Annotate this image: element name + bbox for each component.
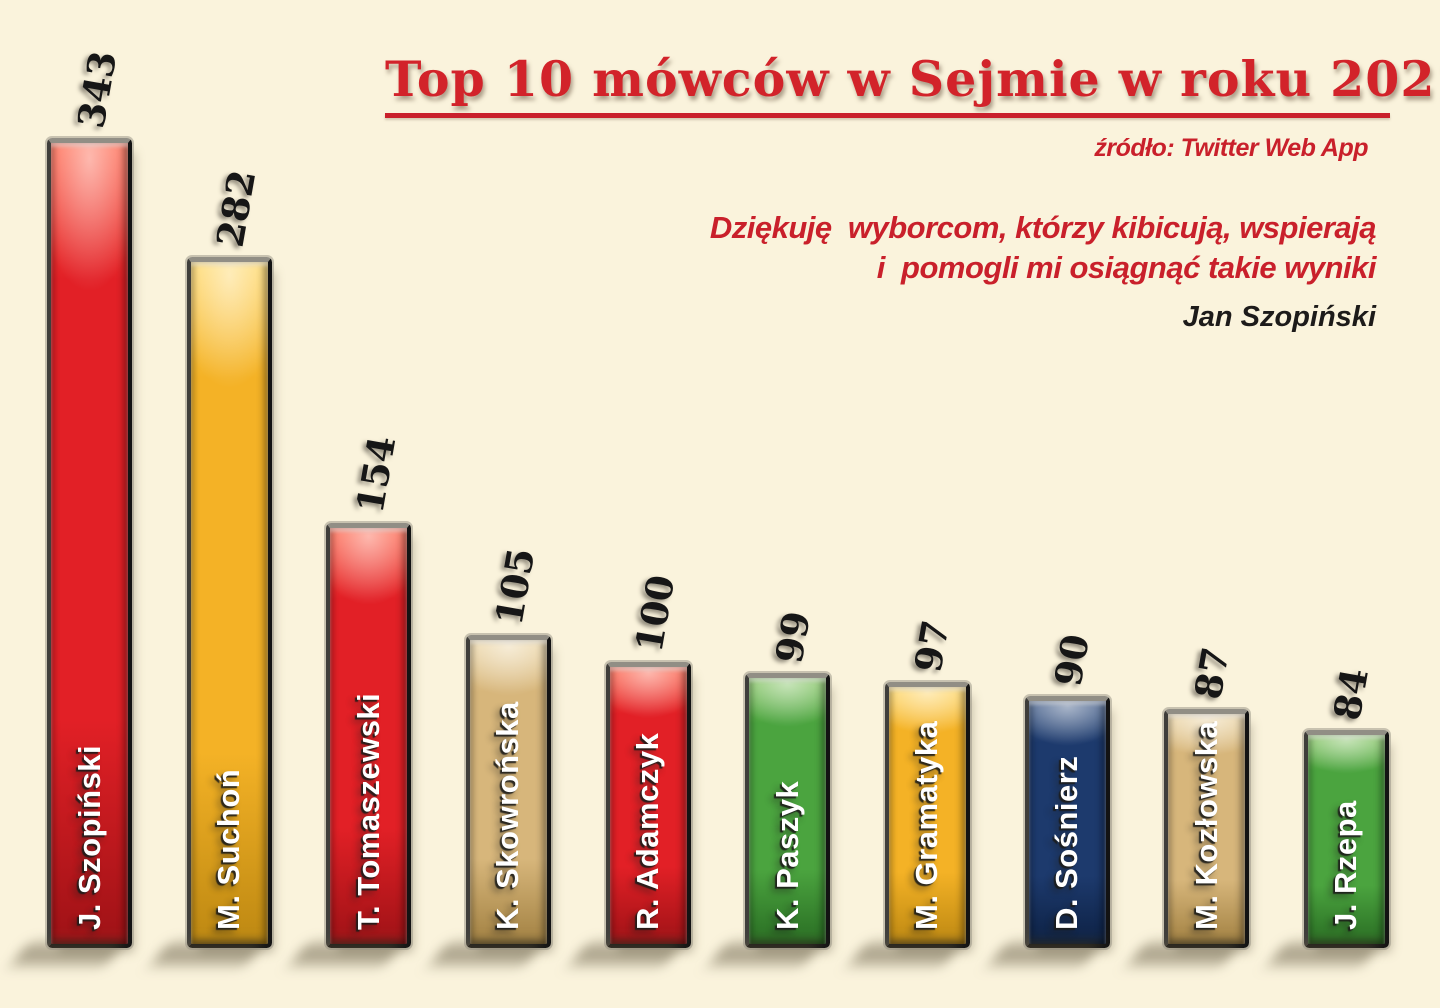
page-title: Top 10 mówców w Sejmie w roku 2021 — [385, 50, 1440, 108]
bar-category-label: K. Skowrońska — [490, 701, 526, 930]
quote-line-1: Dziękuję wyborcom, którzy kibicują, wspi… — [709, 210, 1377, 245]
bar-m-gramatyka: 97 M. Gramatyka — [882, 617, 972, 950]
title-underline — [385, 113, 1390, 118]
bar-value: 97 — [906, 616, 959, 676]
bar-chart: 343 J. Szopiński 282 M. Suchoń 154 T. Tomasze… — [45, 48, 1391, 950]
quote-line-2: i pomogli mi osiągnąć takie wyniki — [876, 250, 1377, 285]
bar-value: 343 — [68, 47, 125, 132]
bar-r-adamczyk: 100 R. Adamczyk — [603, 572, 693, 950]
bar-value: 99 — [766, 607, 819, 667]
bar-category-label: J. Rzepa — [1328, 800, 1364, 930]
bar-category-label: R. Adamczyk — [630, 732, 666, 930]
bar-t-tomaszewski: 154 T. Tomaszewski — [324, 433, 414, 950]
bar-value: 105 — [487, 544, 544, 629]
bar-k-skowronska: 105 K. Skowrońska — [463, 545, 553, 950]
bar-value: 84 — [1325, 664, 1378, 724]
bar-value: 154 — [347, 432, 405, 517]
source-note: źródło: Twitter Web App — [1094, 134, 1368, 162]
bar-category-label: D. Sośnierz — [1049, 755, 1085, 930]
bar-category-label: K. Paszyk — [769, 780, 805, 930]
bar-value: 87 — [1185, 643, 1238, 703]
bar-m-kozlowska: 87 M. Kozłowska — [1162, 644, 1252, 950]
bar-category-label: T. Tomaszewski — [350, 692, 386, 930]
bar-k-paszyk: 99 K. Paszyk — [743, 608, 833, 950]
bar-value: 282 — [207, 166, 265, 251]
bar-category-label: M. Kozłowska — [1188, 720, 1224, 930]
quote-author: Jan Szopiński — [1182, 301, 1376, 333]
bar-category-label: J. Szopiński — [71, 744, 107, 930]
bar-j-rzepa: 84 J. Rzepa — [1301, 665, 1391, 950]
bar-j-szopinski: 343 J. Szopiński — [45, 48, 134, 950]
bar-value: 100 — [626, 571, 684, 656]
bar-category-label: M. Suchoń — [211, 768, 247, 930]
bar-d-sosnierz: 90 D. Sośnierz — [1022, 631, 1112, 950]
bar-category-label: M. Gramatyka — [909, 720, 945, 930]
quote-block: Dziękuję wyborcom, którzy kibicują, wspi… — [709, 208, 1377, 334]
bar-value: 90 — [1045, 630, 1099, 690]
bar-m-suchon: 282 M. Suchoń — [184, 167, 274, 950]
